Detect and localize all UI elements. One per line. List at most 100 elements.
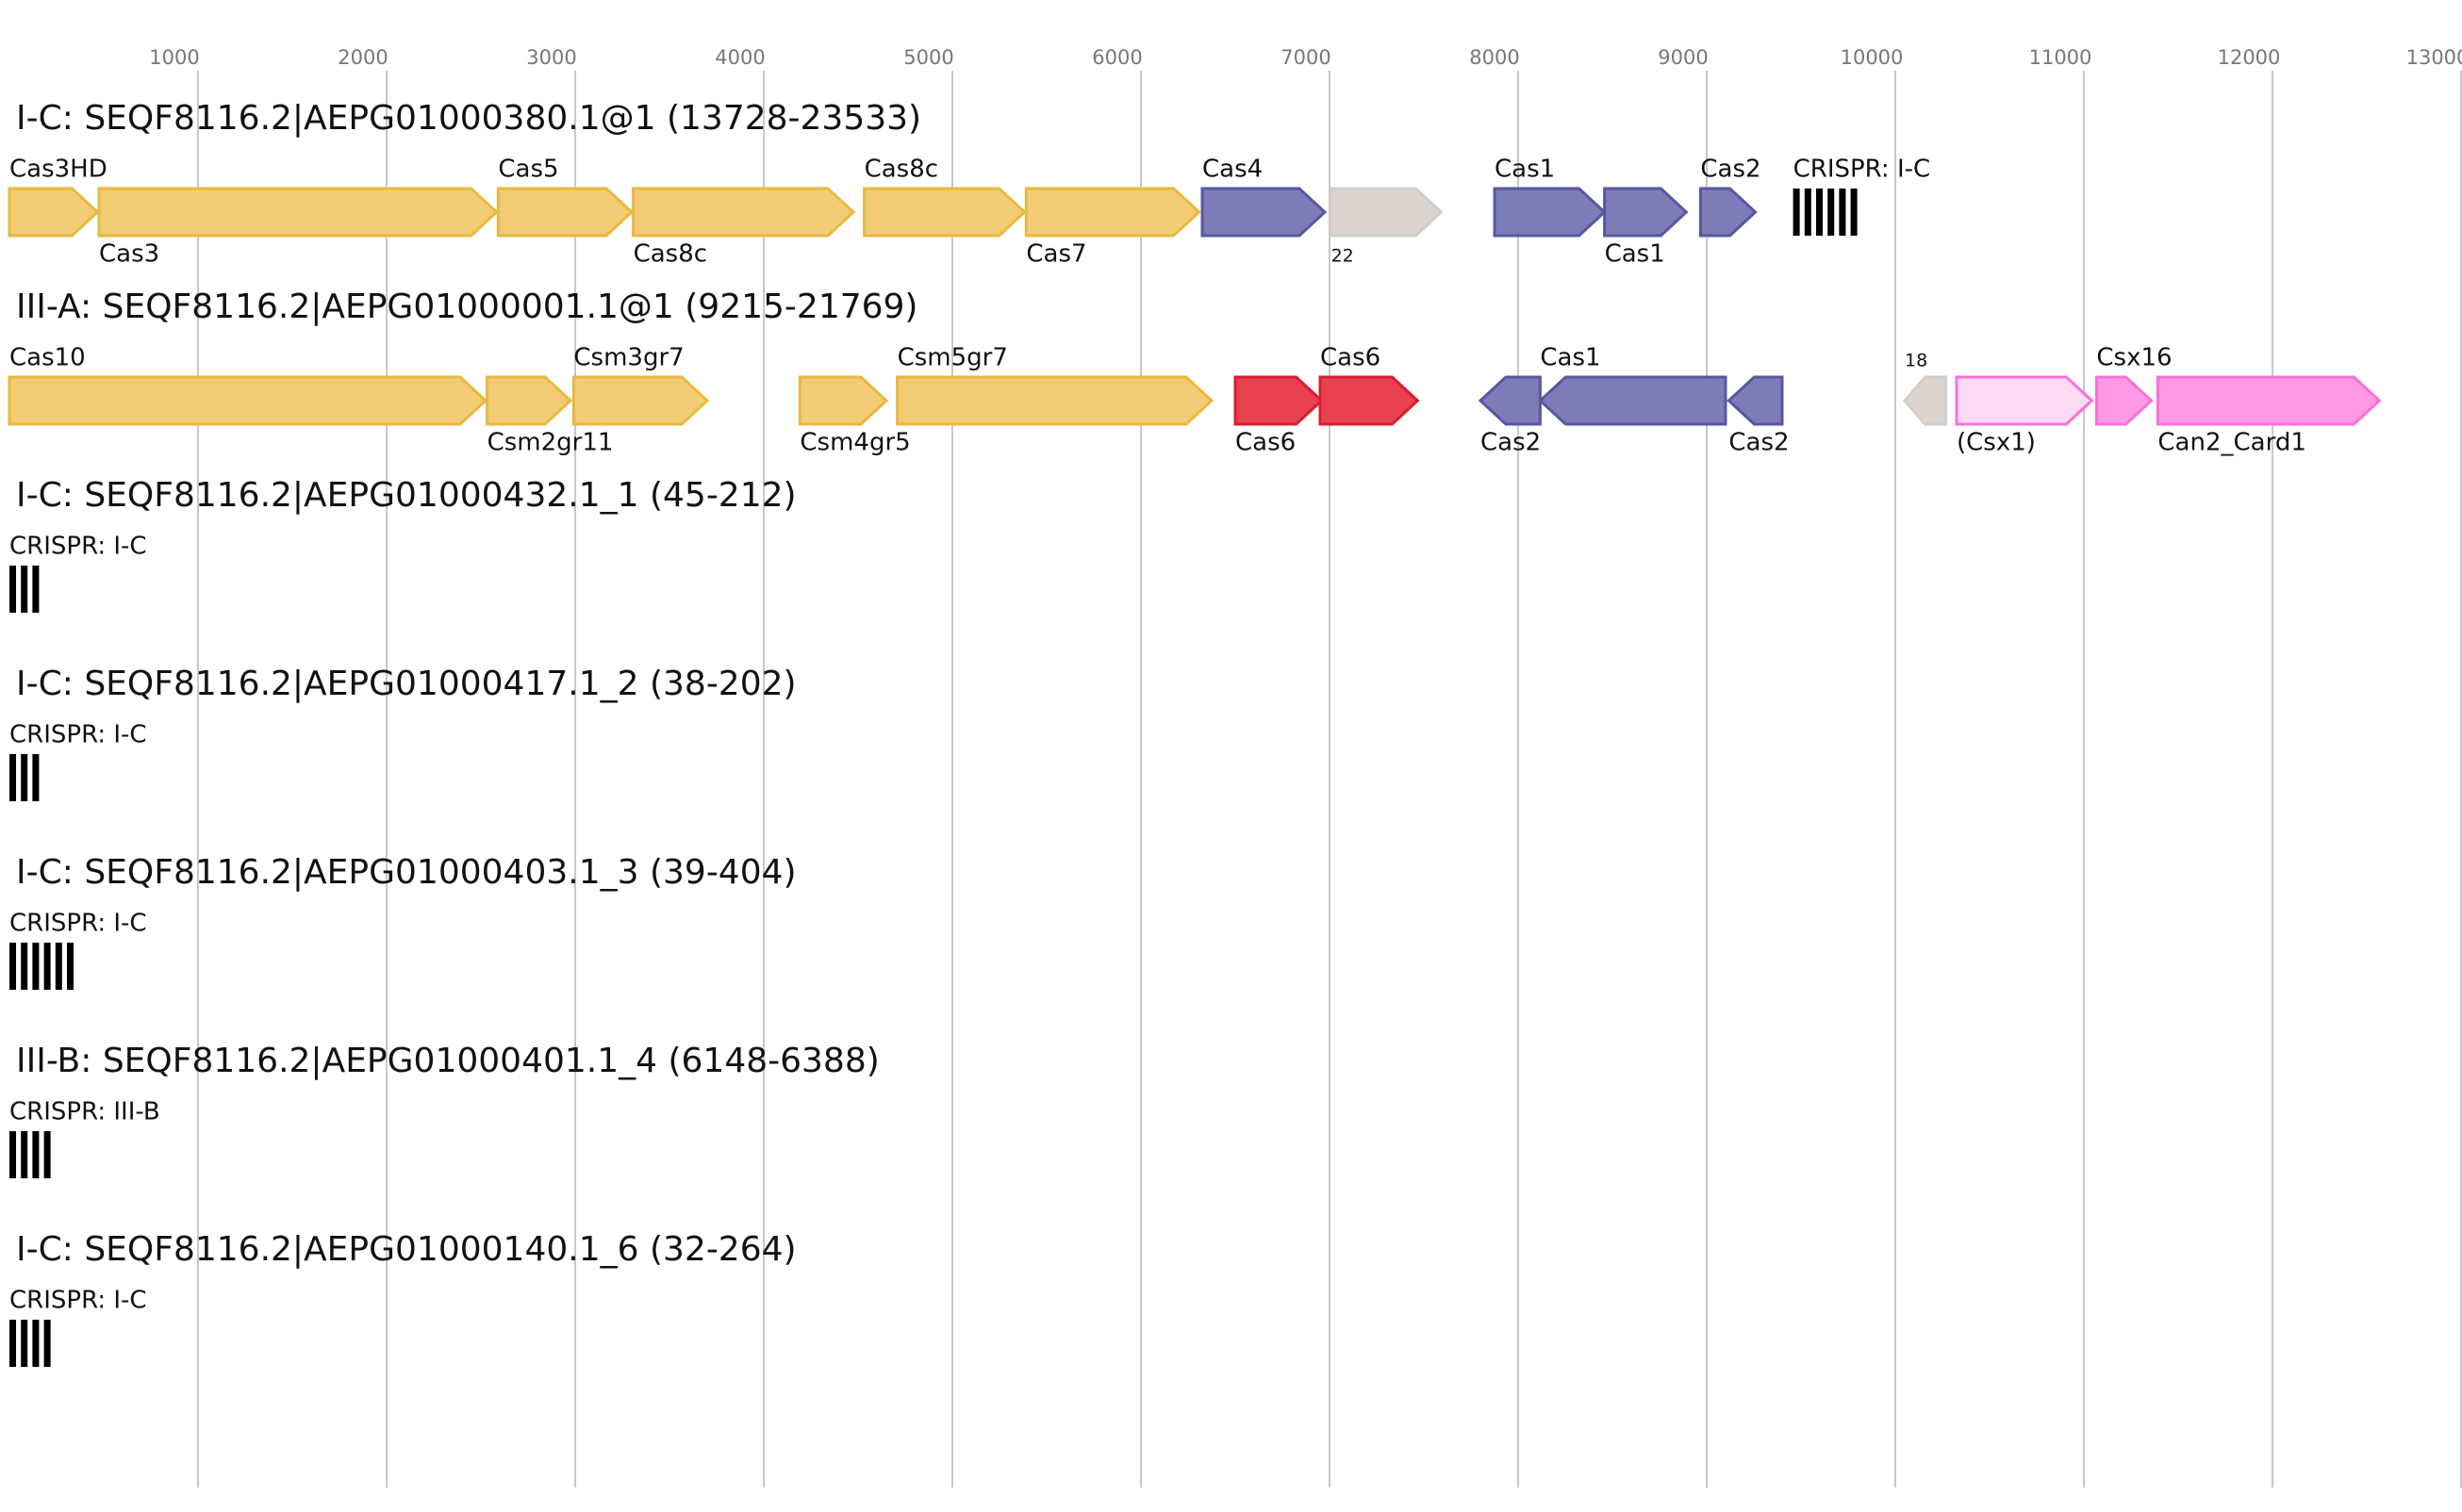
x-tick-label: 7000 — [1281, 46, 1330, 69]
crispr-repeat — [21, 1320, 28, 1367]
gene-label: Csx16 — [2096, 344, 2172, 372]
crispr-repeat — [67, 943, 74, 990]
gene-arrow — [571, 375, 710, 426]
gene-arrow — [863, 187, 1027, 238]
track-title: III-A: SEQF8116.2|AEPG01000001.1@1 (9215… — [16, 288, 917, 326]
gene-label: Cas3HD — [9, 156, 107, 184]
gene-label: Cas2 — [1480, 429, 1541, 457]
gene-arrow — [896, 375, 1214, 426]
crispr-array — [9, 943, 74, 990]
gene-arrow — [1538, 375, 1727, 426]
crispr-repeat — [32, 754, 40, 801]
gene-label: Cas2 — [1728, 429, 1789, 457]
gene-arrow — [1903, 375, 1947, 426]
gene-arrow — [632, 187, 856, 238]
gene-label: Cas4 — [1202, 156, 1263, 184]
x-tick-label: 1000 — [149, 46, 199, 69]
x-tick-label: 4000 — [715, 46, 765, 69]
crispr-repeat — [32, 566, 40, 613]
crispr-array — [9, 1320, 51, 1367]
gene-label: Csm3gr7 — [573, 344, 684, 372]
x-tick-label: 9000 — [1658, 46, 1708, 69]
x-tick-label: 6000 — [1092, 46, 1142, 69]
gene-arrow — [1493, 187, 1607, 238]
track-title: III-B: SEQF8116.2|AEPG01000401.1_4 (6148… — [16, 1042, 880, 1080]
gene-label: Cas2 — [1700, 156, 1760, 184]
crispr-repeat — [32, 943, 40, 990]
crispr-array — [1793, 189, 1858, 236]
gene-label: Cas1 — [1605, 240, 1665, 269]
crispr-repeat — [21, 566, 28, 613]
gene-arrow — [1955, 375, 2094, 426]
gene-label: Cas1 — [1540, 344, 1600, 372]
crispr-repeat — [55, 943, 62, 990]
x-tick-label: 8000 — [1469, 46, 1519, 69]
gene-label: Cas5 — [498, 156, 558, 184]
gene-arrow — [1330, 187, 1444, 238]
crispr-label: CRISPR: I-C — [9, 1287, 147, 1315]
gene-arrow — [1727, 375, 1784, 426]
gene-label: Cas1 — [1495, 156, 1555, 184]
gene-label: Csm5gr7 — [898, 344, 1008, 372]
x-tick-label: 5000 — [903, 46, 953, 69]
gene-arrow — [496, 187, 635, 238]
gene-label: 22 — [1331, 246, 1354, 267]
crispr-array — [9, 1131, 51, 1178]
crispr-label: CRISPR: I-C — [9, 721, 147, 749]
gene-arrow — [486, 375, 573, 426]
gene-label: Cas10 — [9, 344, 86, 372]
track-title: I-C: SEQF8116.2|AEPG01000403.1_3 (39-404… — [16, 853, 797, 892]
x-tick-label: 3000 — [526, 46, 576, 69]
gene-label: Can2_Card1 — [2157, 429, 2305, 457]
gene-arrow — [1478, 375, 1542, 426]
gene-arrow — [1024, 187, 1201, 238]
crispr-label: CRISPR: I-C — [9, 533, 147, 561]
gene-arrow — [2156, 375, 2382, 426]
crispr-repeat — [1816, 189, 1823, 236]
gene-label: Cas8c — [865, 156, 938, 184]
gene-label: 18 — [1905, 351, 1927, 371]
x-tick-label: 2000 — [338, 46, 388, 69]
tracks: I-C: SEQF8116.2|AEPG01000380.1@1 (13728-… — [8, 99, 2382, 1367]
gene-label: (Csx1) — [1957, 429, 2036, 457]
crispr-repeat — [21, 754, 28, 801]
crispr-repeat — [1827, 189, 1835, 236]
track-title: I-C: SEQF8116.2|AEPG01000432.1_1 (45-212… — [16, 476, 797, 515]
gene-label: Csm4gr5 — [800, 429, 910, 457]
gene-arrow — [1318, 375, 1420, 426]
crispr-label: CRISPR: I-C — [9, 910, 147, 938]
gene-arrow — [1603, 187, 1689, 238]
crispr-label: CRISPR: I-C — [1793, 156, 1931, 184]
crispr-repeat — [1804, 189, 1811, 236]
crispr-repeat — [1839, 189, 1846, 236]
crispr-repeat — [9, 754, 16, 801]
crispr-repeat — [9, 943, 16, 990]
axis: 1000 2000 3000 4000 5000 6000 7000 8000 9000 1000… — [149, 46, 2462, 1487]
x-tick-label: 13000 — [2406, 46, 2462, 69]
crispr-repeat — [9, 566, 16, 613]
crispr-repeat — [1850, 189, 1858, 236]
gene-label: Cas8c — [634, 240, 707, 269]
x-tick-label: 10000 — [1841, 46, 1904, 69]
crispr-repeat — [43, 1320, 51, 1367]
track-title: I-C: SEQF8116.2|AEPG01000380.1@1 (13728-… — [16, 99, 921, 138]
crispr-repeat — [9, 1131, 16, 1178]
crispr-repeat — [21, 943, 28, 990]
crispr-repeat — [32, 1320, 40, 1367]
track-title: I-C: SEQF8116.2|AEPG01000140.1_6 (32-264… — [16, 1230, 797, 1269]
gene-label: Csm2gr11 — [487, 429, 614, 457]
crispr-repeat — [9, 1320, 16, 1367]
gene-label: Cas6 — [1320, 344, 1380, 372]
gene-arrow — [8, 187, 100, 238]
crispr-repeat — [21, 1131, 28, 1178]
track-title: I-C: SEQF8116.2|AEPG01000417.1_2 (38-202… — [16, 665, 797, 703]
crispr-array — [9, 566, 40, 613]
gene-arrow — [798, 375, 889, 426]
crispr-array — [9, 754, 40, 801]
crispr-repeat — [43, 943, 51, 990]
gene-arrow — [2094, 375, 2154, 426]
gene-arrow — [8, 375, 488, 426]
crispr-repeat — [43, 1131, 51, 1178]
crispr-label: CRISPR: III-B — [9, 1098, 160, 1126]
